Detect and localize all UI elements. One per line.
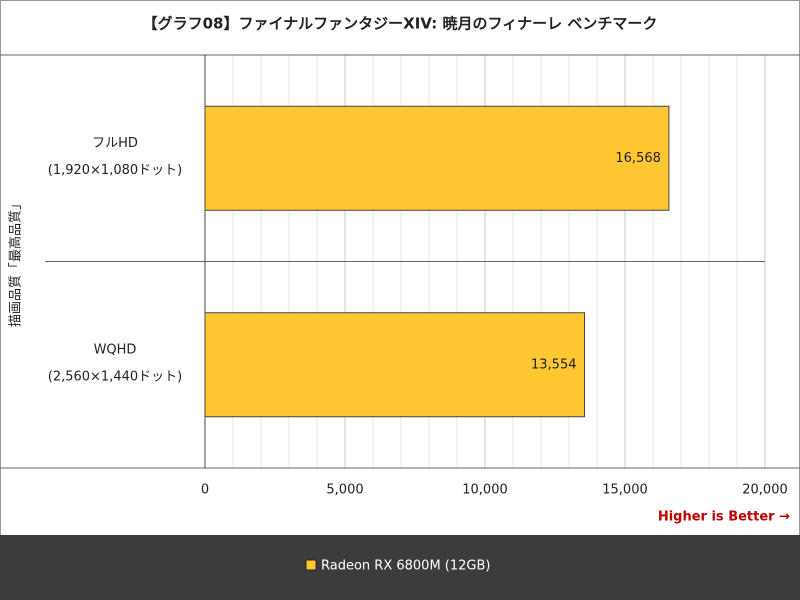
value-label: 16,568 xyxy=(615,151,661,166)
annotation: Higher is Better → xyxy=(658,510,790,525)
x-tick-label: 10,000 xyxy=(462,483,508,498)
y-tick-label: WQHD xyxy=(94,342,137,357)
y-tick-label: フルHD xyxy=(92,136,138,151)
legend-label: Radeon RX 6800M (12GB) xyxy=(321,559,490,574)
y-axis-label: 描画品質「最高品質」 xyxy=(8,197,24,327)
bar xyxy=(204,105,670,211)
value-label: 13,554 xyxy=(531,357,577,372)
bar xyxy=(204,312,586,418)
legend-bar xyxy=(0,535,800,600)
legend-swatch xyxy=(305,559,317,571)
x-tick-label: 0 xyxy=(201,483,209,498)
y-tick-label: (1,920×1,080ドット) xyxy=(48,163,182,178)
x-tick-label: 15,000 xyxy=(602,483,648,498)
chart-title: 【グラフ08】ファイナルファンタジーXIV: 暁月のフィナーレ ベンチマーク xyxy=(143,15,658,33)
x-tick-label: 20,000 xyxy=(742,483,788,498)
y-tick-label: (2,560×1,440ドット) xyxy=(48,369,182,384)
x-tick-label: 5,000 xyxy=(326,483,363,498)
